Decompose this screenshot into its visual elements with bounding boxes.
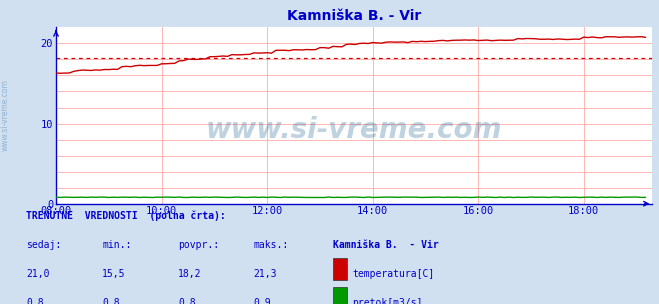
Text: 15,5: 15,5 — [102, 269, 126, 279]
Text: sedaj:: sedaj: — [26, 240, 61, 250]
Text: maks.:: maks.: — [254, 240, 289, 250]
Text: 21,3: 21,3 — [254, 269, 277, 279]
Text: www.si-vreme.com: www.si-vreme.com — [1, 80, 10, 151]
Text: 0,9: 0,9 — [254, 298, 272, 304]
Text: 0,8: 0,8 — [178, 298, 196, 304]
Text: TRENUTNE  VREDNOSTI  (polna črta):: TRENUTNE VREDNOSTI (polna črta): — [26, 210, 226, 221]
Text: www.si-vreme.com: www.si-vreme.com — [206, 116, 502, 143]
Text: povpr.:: povpr.: — [178, 240, 219, 250]
Text: min.:: min.: — [102, 240, 132, 250]
Text: 18,2: 18,2 — [178, 269, 202, 279]
Text: temperatura[C]: temperatura[C] — [353, 269, 435, 279]
Text: 21,0: 21,0 — [26, 269, 50, 279]
Text: 0,8: 0,8 — [26, 298, 44, 304]
Text: pretok[m3/s]: pretok[m3/s] — [353, 298, 423, 304]
Text: Kamniška B.  - Vir: Kamniška B. - Vir — [333, 240, 438, 250]
Title: Kamniška B. - Vir: Kamniška B. - Vir — [287, 9, 421, 23]
Text: 0,8: 0,8 — [102, 298, 120, 304]
